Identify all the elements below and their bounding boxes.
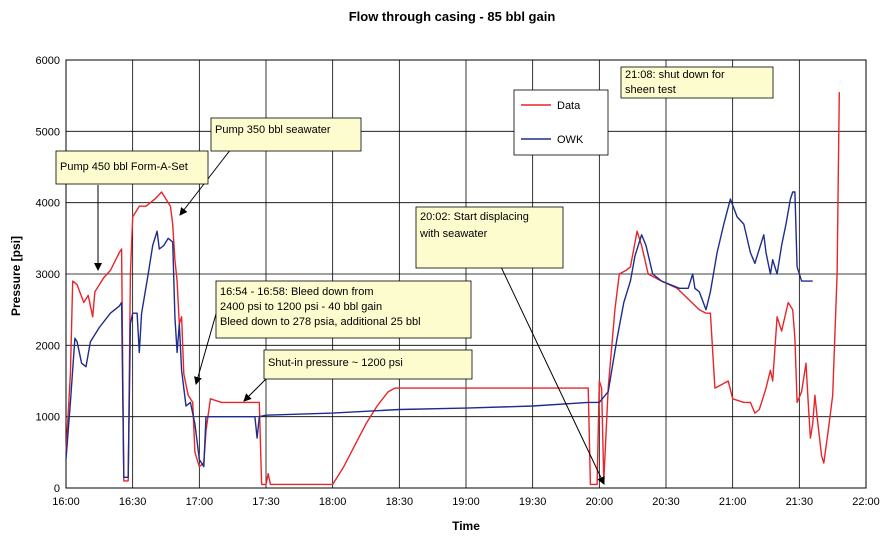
annotation-text: Bleed down to 278 psia, additional 25 bb… [220, 316, 421, 328]
x-tick-label: 17:00 [186, 496, 214, 508]
y-tick-label: 4000 [36, 198, 60, 210]
annotation-pump450: Pump 450 bbl Form-A-Set [56, 151, 208, 184]
y-tick-label: 1000 [36, 412, 60, 424]
annotation-displacing: 20:02: Start displacing with seawater [416, 207, 563, 268]
x-tick-label: 20:30 [652, 496, 680, 508]
x-tick-label: 22:00 [852, 496, 880, 508]
legend-label-owk: OWK [557, 134, 584, 146]
x-tick-label: 16:00 [52, 496, 80, 508]
annotation-text: Shut-in pressure ~ 1200 psi [268, 357, 403, 369]
annotation-text: 16:54 - 16:58: Bleed down from [220, 286, 373, 298]
x-tick-label: 20:00 [586, 496, 614, 508]
y-tick-label: 6000 [36, 55, 60, 67]
y-tick-label: 0 [54, 483, 60, 495]
x-tick-label: 16:30 [119, 496, 147, 508]
chart-title: Flow through casing - 85 bbl gain [349, 9, 556, 24]
annotation-text: Pump 350 bbl seawater [215, 124, 331, 136]
y-tick-label: 3000 [36, 269, 60, 281]
x-tick-label: 21:30 [786, 496, 814, 508]
annotation-bleed: 16:54 - 16:58: Bleed down from 2400 psi t… [216, 281, 471, 338]
annotation-shutin: Shut-in pressure ~ 1200 psi [264, 350, 472, 379]
y-tick-label: 5000 [36, 126, 60, 138]
x-tick-label: 19:30 [519, 496, 547, 508]
x-tick-label: 18:30 [386, 496, 414, 508]
annotation-text: 2400 psi to 1200 psi - 40 bbl gain [220, 301, 382, 313]
grid [66, 60, 866, 488]
x-tick-label: 19:00 [452, 496, 480, 508]
y-tick-label: 2000 [36, 340, 60, 352]
annotation-text: Pump 450 bbl Form-A-Set [60, 161, 188, 173]
legend: Data OWK [514, 90, 608, 155]
annotation-text: sheen test [625, 84, 676, 96]
y-axis-label: Pressure [psi] [9, 236, 23, 316]
annotation-text: with seawater [419, 228, 488, 240]
x-tick-label: 21:00 [719, 496, 747, 508]
x-tick-label: 17:30 [252, 496, 280, 508]
annotation-text: 20:02: Start displacing [420, 211, 529, 223]
annotation-sheen: 21:08: shut down for sheen test [621, 67, 773, 98]
annotation-text: 21:08: shut down for [625, 69, 725, 81]
legend-label-data: Data [557, 100, 581, 112]
x-tick-label: 18:00 [319, 496, 347, 508]
x-axis-label: Time [452, 519, 480, 533]
annotation-pump350: Pump 350 bbl seawater [211, 118, 361, 151]
